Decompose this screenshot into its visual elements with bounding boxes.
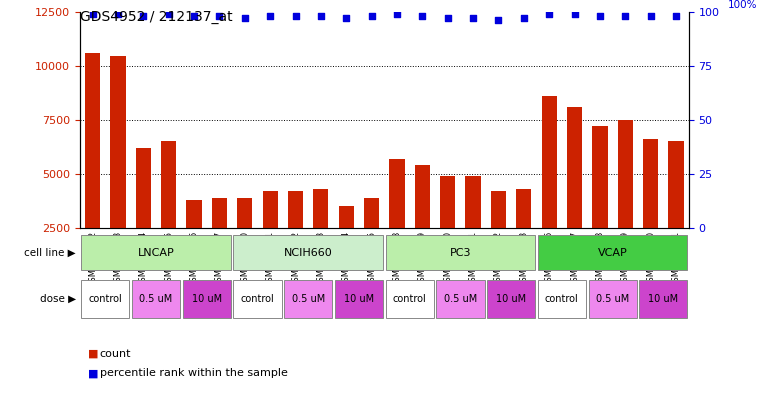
FancyBboxPatch shape	[81, 280, 129, 318]
FancyBboxPatch shape	[639, 280, 687, 318]
Point	[315, 13, 327, 19]
Text: ■: ■	[88, 349, 98, 359]
Bar	[186, 200, 202, 282]
Text: 10 uM: 10 uM	[344, 294, 374, 304]
Point	[543, 11, 556, 17]
FancyBboxPatch shape	[81, 235, 231, 270]
Point	[112, 11, 124, 17]
Point	[87, 11, 99, 17]
Text: control: control	[545, 294, 579, 304]
Bar	[440, 176, 455, 282]
Text: count: count	[100, 349, 131, 359]
Point	[467, 15, 479, 21]
FancyBboxPatch shape	[487, 280, 535, 318]
Bar	[314, 189, 329, 282]
Text: control: control	[393, 294, 427, 304]
FancyBboxPatch shape	[386, 235, 535, 270]
Text: VCAP: VCAP	[597, 248, 628, 257]
Point	[492, 17, 505, 24]
FancyBboxPatch shape	[335, 280, 383, 318]
Bar	[161, 141, 177, 282]
Point	[137, 13, 149, 19]
Bar	[542, 96, 557, 282]
Point	[594, 13, 606, 19]
Text: control: control	[240, 294, 275, 304]
FancyBboxPatch shape	[234, 280, 282, 318]
Text: 0.5 uM: 0.5 uM	[596, 294, 629, 304]
Text: 10 uM: 10 uM	[648, 294, 678, 304]
Point	[670, 13, 682, 19]
Bar	[618, 120, 633, 282]
FancyBboxPatch shape	[588, 280, 637, 318]
FancyBboxPatch shape	[132, 280, 180, 318]
Bar	[85, 53, 100, 282]
Bar	[516, 189, 531, 282]
FancyBboxPatch shape	[436, 280, 485, 318]
Point	[163, 11, 175, 17]
Point	[441, 15, 454, 21]
FancyBboxPatch shape	[538, 235, 687, 270]
Bar	[491, 191, 506, 282]
Point	[568, 11, 581, 17]
Bar	[390, 159, 405, 282]
FancyBboxPatch shape	[284, 280, 333, 318]
Point	[391, 11, 403, 17]
Point	[365, 13, 377, 19]
Text: dose ▶: dose ▶	[40, 294, 76, 304]
Point	[239, 15, 251, 21]
Bar	[643, 139, 658, 282]
Text: NCIH660: NCIH660	[284, 248, 333, 257]
Point	[213, 13, 225, 19]
Point	[289, 13, 301, 19]
Bar	[237, 198, 253, 282]
Text: control: control	[88, 294, 123, 304]
Bar	[263, 191, 278, 282]
Text: percentile rank within the sample: percentile rank within the sample	[100, 368, 288, 378]
FancyBboxPatch shape	[234, 235, 383, 270]
Text: 10 uM: 10 uM	[192, 294, 221, 304]
Bar	[592, 127, 607, 282]
Text: 0.5 uM: 0.5 uM	[291, 294, 325, 304]
Bar	[668, 141, 683, 282]
Bar	[288, 191, 303, 282]
Text: 10 uM: 10 uM	[496, 294, 526, 304]
Text: 0.5 uM: 0.5 uM	[139, 294, 173, 304]
Point	[188, 13, 200, 19]
Text: GDS4952 / 212137_at: GDS4952 / 212137_at	[80, 10, 233, 24]
Point	[340, 15, 352, 21]
Point	[619, 13, 632, 19]
Bar	[415, 165, 430, 282]
Point	[264, 13, 276, 19]
FancyBboxPatch shape	[386, 280, 434, 318]
Bar	[212, 198, 227, 282]
Text: cell line ▶: cell line ▶	[24, 248, 76, 257]
Point	[416, 13, 428, 19]
Bar	[364, 198, 379, 282]
Text: ■: ■	[88, 368, 98, 378]
Bar	[135, 148, 151, 282]
Bar	[110, 56, 126, 282]
Text: PC3: PC3	[450, 248, 471, 257]
Bar	[466, 176, 481, 282]
Text: 100%: 100%	[728, 0, 758, 9]
FancyBboxPatch shape	[538, 280, 586, 318]
Bar	[339, 206, 354, 282]
FancyBboxPatch shape	[183, 280, 231, 318]
Text: 0.5 uM: 0.5 uM	[444, 294, 477, 304]
Text: LNCAP: LNCAP	[138, 248, 174, 257]
Point	[645, 13, 657, 19]
Point	[517, 15, 530, 21]
Bar	[567, 107, 582, 282]
